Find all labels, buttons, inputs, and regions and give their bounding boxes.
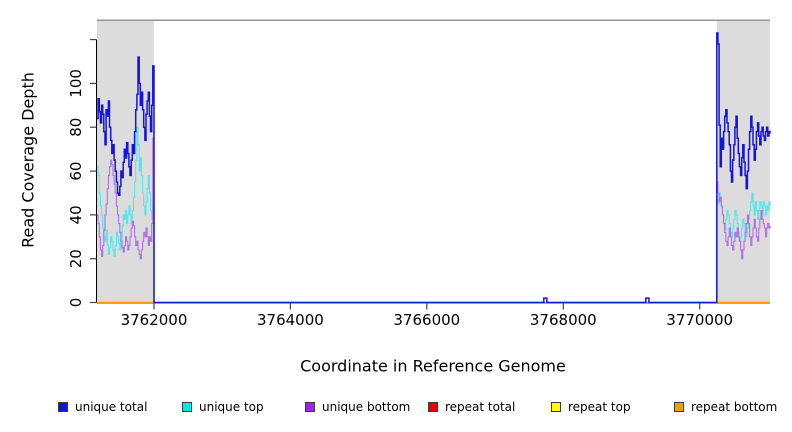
x-tick-label: 3768000 bbox=[530, 311, 597, 329]
repeat-region-left bbox=[97, 21, 154, 303]
y-tick-label: 40 bbox=[67, 205, 85, 224]
x-tick-label: 3764000 bbox=[257, 311, 324, 329]
legend-swatch-repeat-bottom bbox=[674, 402, 684, 412]
series-unique-top-line bbox=[97, 126, 771, 304]
legend-item-unique-bottom: unique bottom bbox=[305, 399, 410, 415]
legend-item-repeat-total: repeat total bbox=[428, 399, 515, 415]
legend-swatch-unique-top bbox=[182, 402, 192, 412]
legend-item-unique-top: unique top bbox=[182, 399, 264, 415]
legend-swatch-repeat-top bbox=[551, 402, 561, 412]
legend-item-repeat-top: repeat top bbox=[551, 399, 631, 415]
x-tick-label: 3762000 bbox=[121, 311, 188, 329]
legend-swatch-unique-total bbox=[58, 402, 68, 412]
legend-label: repeat top bbox=[568, 400, 631, 414]
legend-swatch-repeat-total bbox=[428, 402, 438, 412]
y-tick-label: 100 bbox=[67, 69, 85, 98]
legend-label: unique total bbox=[75, 400, 148, 414]
legend-item-repeat-bottom: repeat bottom bbox=[674, 399, 777, 415]
y-tick-label: 0 bbox=[67, 298, 85, 308]
y-tick-label: 80 bbox=[67, 118, 85, 137]
legend: unique total unique top unique bottom re… bbox=[0, 399, 792, 417]
legend-label: repeat bottom bbox=[691, 400, 778, 414]
x-tick-label: 3766000 bbox=[393, 311, 460, 329]
legend-label: unique bottom bbox=[322, 400, 411, 414]
series-unique-bottom-line bbox=[97, 137, 771, 304]
legend-swatch-unique-bottom bbox=[305, 402, 315, 412]
y-tick-label: 60 bbox=[67, 162, 85, 181]
y-axis-title: Read Coverage Depth bbox=[18, 72, 38, 248]
y-tick-label: 20 bbox=[67, 249, 85, 268]
legend-item-unique-total: unique total bbox=[58, 399, 147, 415]
x-axis-title: Coordinate in Reference Genome bbox=[300, 356, 566, 376]
legend-label: repeat total bbox=[445, 400, 516, 414]
legend-label: unique top bbox=[199, 400, 264, 414]
series-unique-total-line bbox=[97, 32, 771, 304]
x-tick-label: 3770000 bbox=[666, 311, 733, 329]
